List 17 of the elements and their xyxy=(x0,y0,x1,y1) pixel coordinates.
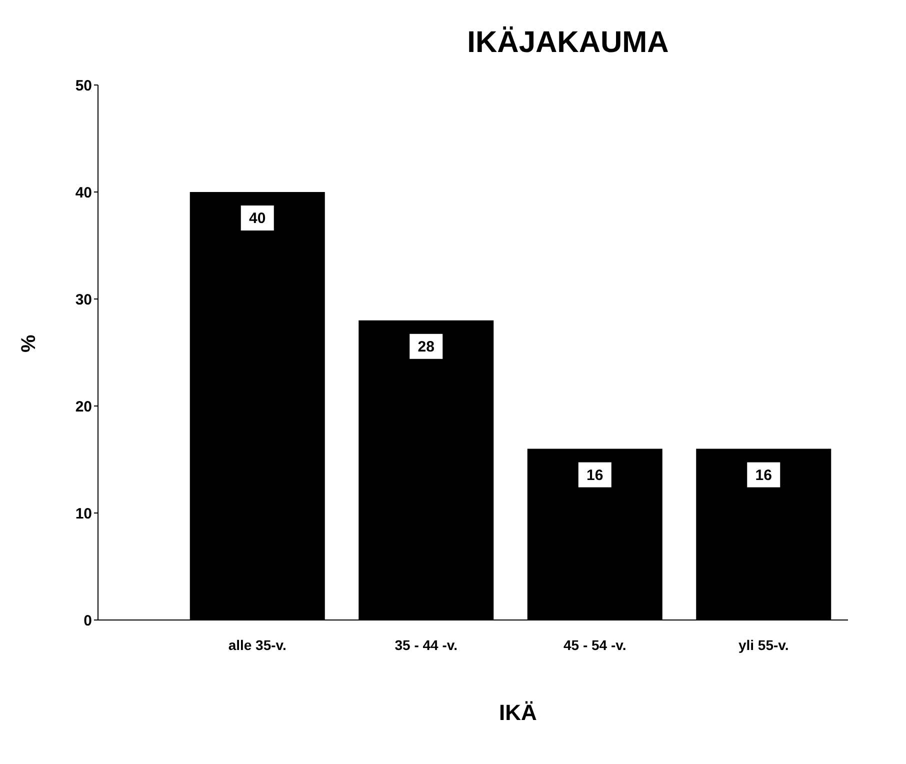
data-label: 40 xyxy=(249,210,266,227)
y-tick-label: 50 xyxy=(75,77,92,94)
chart-title: IKÄJAKAUMA xyxy=(466,25,670,61)
x-tick-label: 35 - 44 -v. xyxy=(394,636,458,653)
x-tick-label: 45 - 54 -v. xyxy=(563,636,626,653)
x-axis-title: IKÄ xyxy=(498,700,538,726)
y-tick-label: 10 xyxy=(75,505,92,522)
data-label: 28 xyxy=(418,338,434,356)
data-label: 16 xyxy=(755,466,772,484)
x-tick-label: yli 55-v. xyxy=(738,636,789,653)
y-axis-title: % xyxy=(18,334,40,352)
y-tick-label: 40 xyxy=(75,184,92,202)
y-tick-label: 20 xyxy=(75,398,92,416)
data-label: 16 xyxy=(586,466,604,484)
y-tick-label: 0 xyxy=(84,612,92,630)
y-tick-label: 30 xyxy=(75,291,92,308)
x-tick-label: alle 35-v. xyxy=(228,636,286,653)
